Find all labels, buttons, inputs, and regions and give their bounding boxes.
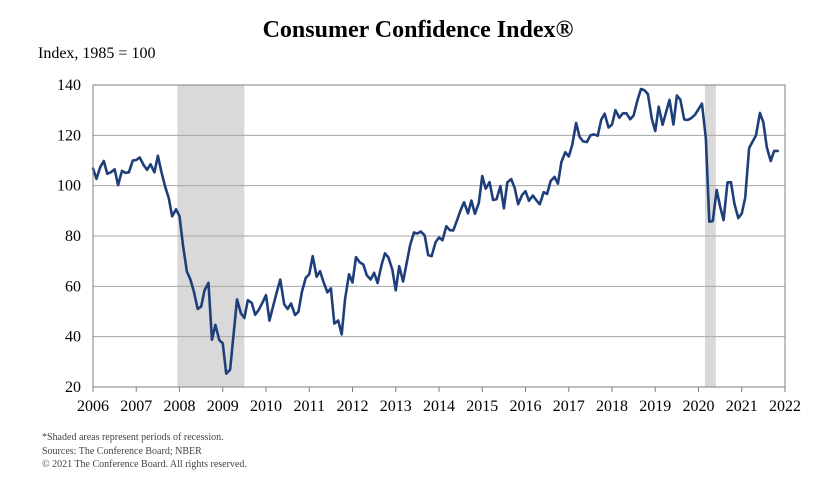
y-tick-label-100: 100	[57, 178, 81, 195]
x-tick-labels: 2006 2007 2008 2009 2010 2011 2012 2013 2014 2015…	[77, 398, 801, 415]
y-tick-labels: 20 40 60 80 100 120 140	[57, 77, 81, 396]
y-tick-label-140: 140	[57, 77, 81, 94]
x-tick-label-2015: 2015	[466, 398, 498, 415]
x-tick-label-2011: 2011	[294, 398, 325, 415]
series-line-0	[91, 87, 779, 375]
x-tick-label-2016: 2016	[510, 398, 542, 415]
y-tick-label-80: 80	[65, 228, 81, 245]
y-tick-label-60: 60	[65, 278, 81, 295]
axes	[92, 84, 786, 392]
copyright-footnote: © 2021 The Conference Board. All rights …	[42, 459, 247, 470]
x-tick-label-2008: 2008	[164, 398, 196, 415]
x-tick-label-2007: 2007	[120, 398, 152, 415]
y-tick-label-20: 20	[65, 379, 81, 396]
x-tick-label-2019: 2019	[639, 398, 671, 415]
footnotes: *Shaded areas represent periods of reces…	[42, 432, 247, 470]
x-tick-label-2018: 2018	[596, 398, 628, 415]
x-tick-label-2014: 2014	[423, 398, 455, 415]
x-tick-label-2010: 2010	[250, 398, 282, 415]
x-tick-label-2006: 2006	[77, 398, 109, 415]
x-tick-label-2020: 2020	[683, 398, 715, 415]
x-tick-label-2009: 2009	[207, 398, 239, 415]
x-tick-label-2021: 2021	[726, 398, 758, 415]
x-tick-label-2017: 2017	[553, 398, 585, 415]
y-tick-label-120: 120	[57, 127, 81, 144]
x-tick-label-2012: 2012	[337, 398, 369, 415]
sources-footnote: Sources: The Conference Board; NBER	[42, 446, 202, 457]
series-layer	[91, 87, 779, 375]
y-axis-label: Index, 1985 = 100	[38, 45, 155, 62]
x-tick-label-2013: 2013	[380, 398, 412, 415]
y-tick-label-40: 40	[65, 329, 81, 346]
x-tick-label-2022: 2022	[769, 398, 801, 415]
recession-footnote: *Shaded areas represent periods of reces…	[42, 432, 224, 443]
chart-title: Consumer Confidence Index®	[263, 17, 574, 43]
